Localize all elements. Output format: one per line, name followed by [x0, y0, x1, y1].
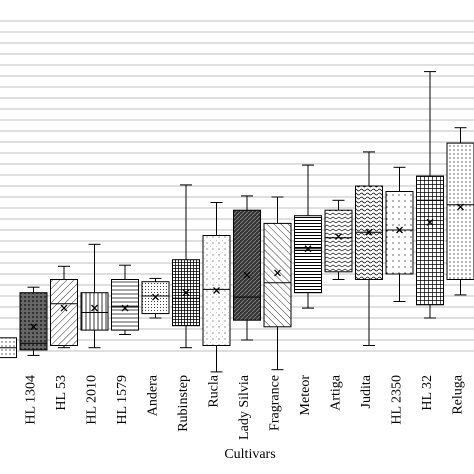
x-tick-label: Rucla	[207, 374, 222, 407]
mean-marker	[60, 304, 68, 312]
box	[80, 292, 109, 331]
box	[111, 279, 139, 331]
x-tick-label: Judita	[359, 374, 374, 408]
x-tick-label: Fragrance	[268, 375, 283, 431]
x-tick-label: Andera	[146, 374, 161, 416]
mean-marker	[365, 228, 373, 236]
mean-marker	[426, 218, 434, 226]
x-tick-label: HL 2010	[85, 375, 100, 425]
mean-marker	[457, 203, 464, 211]
box	[233, 209, 261, 321]
x-tick-label: HL 1304	[24, 375, 39, 425]
x-tick-label: Reluga	[451, 374, 466, 414]
x-tick-label: Lady Silvia	[237, 374, 252, 440]
x-tick-label: Rubinstep	[176, 375, 191, 432]
x-tick-label: HL 1579	[115, 375, 130, 425]
box	[19, 292, 48, 351]
mean-marker	[213, 287, 220, 294]
x-tick-label: Artiga	[329, 374, 344, 411]
mean-marker	[30, 323, 37, 331]
mean-marker	[121, 304, 129, 312]
mean-marker	[243, 271, 251, 279]
x-tick-label: HL 32	[420, 375, 435, 411]
x-axis-label: Cultivars	[224, 447, 275, 462]
boxes	[0, 71, 474, 373]
mean-marker	[274, 269, 281, 277]
mean-marker	[91, 304, 98, 312]
box	[324, 209, 353, 273]
box	[446, 142, 474, 280]
mean-marker	[396, 226, 403, 234]
box	[294, 215, 322, 294]
mean-marker	[182, 289, 190, 297]
mean-marker	[335, 233, 342, 241]
box	[416, 175, 444, 306]
box	[385, 191, 414, 275]
x-tick-label: Meteor	[298, 375, 313, 416]
mean-marker	[152, 293, 159, 301]
mean-marker	[304, 245, 312, 253]
box	[263, 222, 292, 328]
x-tick-label: HL 2350	[390, 375, 405, 425]
x-tick-label: HL 53	[54, 375, 69, 411]
box	[50, 279, 78, 346]
